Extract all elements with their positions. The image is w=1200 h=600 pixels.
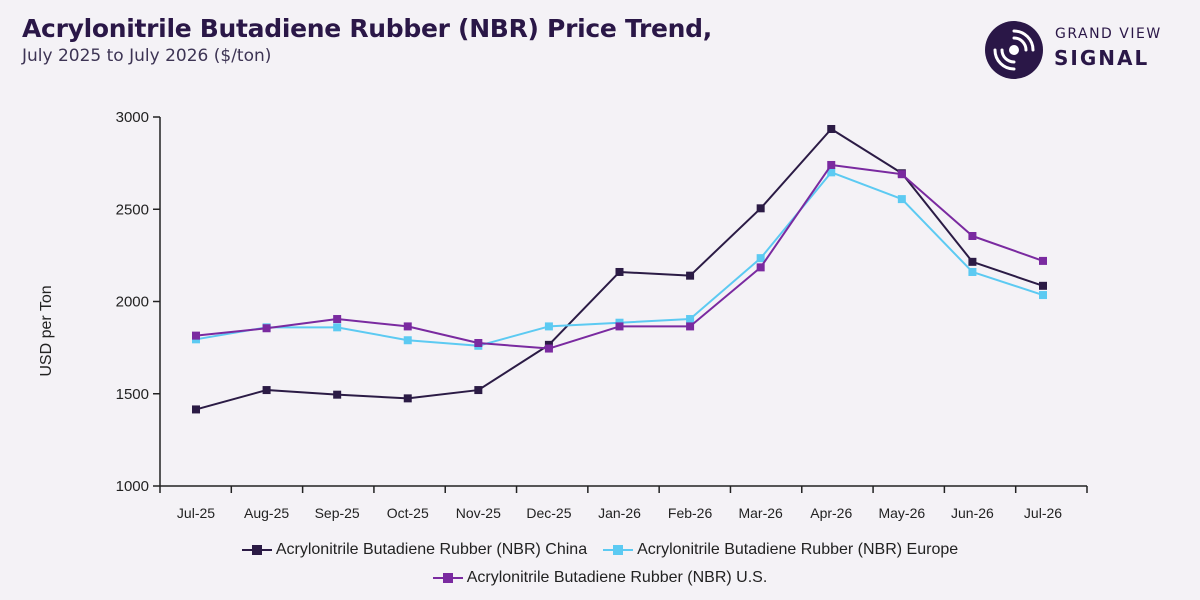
signal-logo-icon (985, 21, 1043, 79)
data-point (544, 322, 553, 331)
line-chart: 1000 1500 2000 2500 3000 Jul-25 Aug-25 Sep-25 Oc… (38, 109, 1088, 521)
y-tick-label: 2500 (116, 201, 149, 218)
y-tick-label: 1000 (116, 478, 149, 495)
legend-item: Acrylonitrile Butadiene Rubber (NBR) Chi… (241, 541, 588, 559)
data-point (968, 257, 977, 266)
data-point (1039, 256, 1047, 265)
chart-axes: 1000 1500 2000 2500 3000 Jul-25 Aug-25 Sep-25 Oc… (116, 109, 1088, 521)
data-point (403, 394, 412, 403)
x-tick-label: Jan-26 (598, 505, 641, 521)
x-tick-label: Feb-26 (668, 505, 713, 521)
legend-swatch (603, 543, 634, 557)
y-axis-label: USD per Ton (38, 285, 55, 376)
legend-row: Acrylonitrile Butadiene Rubber (NBR) U.S… (0, 569, 1200, 587)
data-point (192, 331, 200, 340)
legend-swatch (241, 543, 272, 557)
data-point (615, 322, 624, 331)
brand-logo: GRAND VIEW SIGNAL (984, 20, 1184, 80)
data-point (262, 324, 271, 333)
y-tick-label: 2000 (116, 294, 149, 311)
data-point (403, 322, 412, 331)
x-tick-label: Jul-25 (177, 505, 215, 521)
x-tick-label: Aug-25 (244, 505, 289, 521)
x-tick-label: May-26 (878, 505, 925, 521)
data-point (333, 315, 342, 324)
logo-bottom-text: SIGNAL (1054, 46, 1150, 70)
data-point (262, 386, 271, 395)
data-point (615, 267, 624, 276)
data-point (686, 271, 695, 280)
data-point (1039, 291, 1047, 300)
data-point (544, 344, 553, 353)
data-point (192, 405, 200, 414)
data-point (756, 204, 765, 213)
data-point (333, 390, 342, 399)
data-point (827, 124, 836, 133)
x-tick-label: Apr-26 (810, 505, 852, 521)
chart-header: Acrylonitrile Butadiene Rubber (NBR) Pri… (22, 14, 712, 66)
data-point (474, 339, 483, 348)
legend-label: Acrylonitrile Butadiene Rubber (NBR) U.S… (466, 569, 768, 586)
chart-subtitle: July 2025 to July 2026 ($/ton) (22, 46, 272, 66)
x-tick-label: Sep-25 (315, 505, 360, 521)
data-point (474, 386, 483, 395)
series-group (192, 124, 1047, 414)
legend-item: Acrylonitrile Butadiene Rubber (NBR) Eur… (603, 541, 958, 559)
series-lines (192, 124, 1047, 414)
data-point (403, 336, 412, 345)
data-point (1039, 281, 1047, 290)
data-point (686, 322, 695, 331)
x-tick-label: Mar-26 (738, 505, 783, 521)
legend-label: Acrylonitrile Butadiene Rubber (NBR) Eur… (637, 541, 959, 558)
data-point (756, 254, 765, 263)
legend-row: Acrylonitrile Butadiene Rubber (NBR) Chi… (0, 541, 1200, 559)
legend-item: Acrylonitrile Butadiene Rubber (NBR) U.S… (432, 569, 768, 587)
data-point (827, 160, 836, 169)
data-point (968, 232, 977, 241)
legend-label: Acrylonitrile Butadiene Rubber (NBR) Chi… (275, 541, 588, 558)
x-tick-label: Oct-25 (387, 505, 429, 521)
x-tick-label: Jun-26 (951, 505, 994, 521)
x-tick-label: Dec-25 (526, 505, 571, 521)
data-point (686, 315, 695, 324)
data-point (333, 323, 342, 332)
data-point (968, 267, 977, 276)
data-point (756, 263, 765, 272)
data-point (827, 168, 836, 177)
y-tick-label: 1500 (116, 386, 149, 403)
y-tick-label: 3000 (116, 109, 149, 126)
x-tick-label: Nov-25 (456, 505, 501, 521)
data-point (897, 195, 906, 204)
chart-title: Acrylonitrile Butadiene Rubber (NBR) Pri… (22, 14, 712, 43)
data-point (897, 170, 906, 179)
x-tick-label: Jul-26 (1024, 505, 1062, 521)
series-group (192, 160, 1047, 353)
logo-top-text: GRAND VIEW (1055, 26, 1162, 42)
legend-swatch (432, 571, 463, 585)
